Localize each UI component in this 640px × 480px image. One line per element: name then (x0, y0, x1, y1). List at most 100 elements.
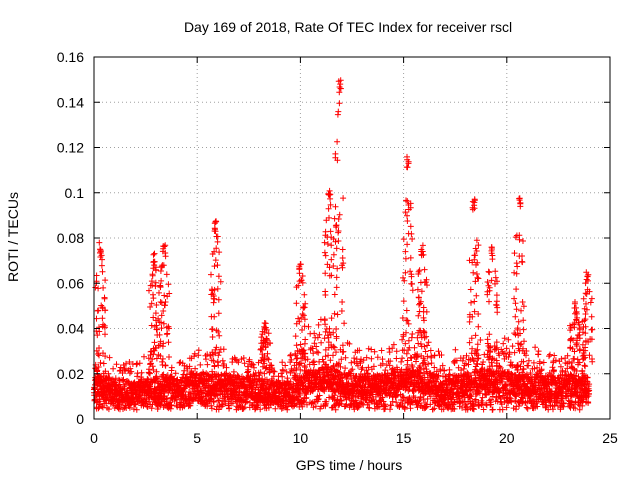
data-point (336, 89, 343, 96)
data-point (402, 255, 409, 262)
x-tick-label: 20 (499, 430, 515, 446)
data-point (159, 355, 166, 362)
data-point (416, 308, 423, 315)
data-point (222, 400, 229, 407)
data-point (409, 331, 416, 337)
data-point (416, 267, 423, 274)
data-point (520, 317, 527, 324)
data-point (92, 284, 99, 291)
data-point (511, 269, 518, 276)
data-point (209, 334, 216, 340)
data-point (475, 242, 482, 249)
data-point (141, 353, 147, 360)
data-point (213, 233, 220, 240)
data-point (215, 328, 222, 335)
data-point (332, 150, 339, 157)
data-point (475, 275, 482, 282)
data-point (404, 241, 411, 248)
data-point (549, 364, 556, 371)
data-point (547, 351, 553, 358)
data-point (471, 298, 478, 305)
data-point (333, 274, 340, 281)
data-point (192, 365, 199, 372)
data-point (287, 352, 294, 359)
data-point (567, 336, 574, 343)
data-point (316, 392, 323, 399)
data-point (405, 230, 412, 237)
data-point (216, 332, 223, 339)
data-point (502, 350, 509, 357)
data-point (269, 365, 276, 371)
data-point (162, 362, 169, 369)
data-point (195, 352, 202, 359)
data-point (133, 406, 140, 413)
data-point (335, 108, 342, 115)
data-point (213, 218, 220, 225)
data-point (532, 344, 539, 351)
data-point (402, 269, 409, 276)
data-point (470, 269, 477, 276)
data-point (214, 238, 221, 245)
data-point (186, 363, 193, 370)
data-point (251, 364, 257, 371)
data-point (520, 238, 526, 244)
data-point (283, 368, 290, 375)
data-point (250, 382, 257, 389)
data-point (246, 356, 253, 363)
data-point (96, 239, 103, 246)
data-point (166, 354, 172, 360)
data-point (95, 364, 102, 370)
data-point (100, 284, 107, 291)
data-point (312, 403, 319, 410)
data-point (399, 355, 406, 362)
y-tick-label: 0.08 (57, 230, 84, 246)
data-point (472, 332, 479, 339)
data-point (409, 281, 415, 287)
data-point (287, 378, 294, 385)
data-point (229, 400, 236, 407)
data-point (334, 311, 341, 318)
data-point (314, 334, 321, 341)
data-point (208, 271, 214, 278)
data-point (309, 345, 316, 352)
data-point (342, 354, 349, 361)
y-axis-label: ROTI / TECUs (5, 192, 21, 282)
data-point (318, 339, 325, 346)
data-point (208, 286, 215, 293)
data-point (348, 359, 355, 366)
data-point (215, 352, 222, 359)
data-point (215, 406, 222, 413)
data-point (409, 236, 416, 242)
data-point (288, 356, 295, 363)
data-point (112, 375, 119, 382)
data-point (293, 365, 300, 372)
data-point (513, 260, 520, 267)
data-point (315, 396, 322, 402)
data-point (313, 348, 320, 355)
data-point (427, 347, 434, 354)
data-point (305, 323, 312, 330)
data-point (313, 343, 320, 350)
data-point (493, 298, 500, 305)
data-point (235, 359, 242, 366)
data-point (293, 355, 300, 362)
data-point (150, 258, 157, 265)
data-point (407, 354, 414, 361)
data-point (452, 346, 459, 353)
data-point (513, 270, 520, 277)
data-point (403, 307, 410, 314)
data-point (270, 368, 277, 374)
data-point (148, 405, 155, 412)
data-point (486, 269, 493, 276)
data-point (297, 392, 304, 398)
data-point (208, 402, 215, 409)
data-point (331, 310, 338, 317)
data-point (546, 353, 552, 360)
data-point (368, 355, 375, 362)
data-point (268, 362, 275, 369)
data-point (216, 249, 223, 256)
data-point (209, 326, 216, 333)
data-point (399, 336, 406, 343)
data-point (473, 292, 480, 299)
data-point (517, 203, 524, 210)
